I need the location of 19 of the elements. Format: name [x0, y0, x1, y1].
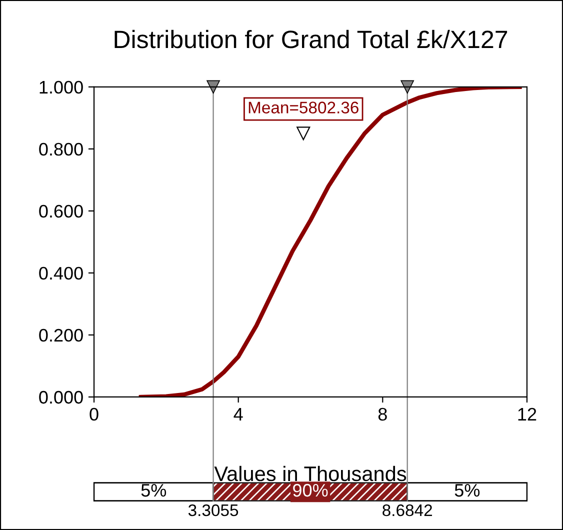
text: 5% — [141, 484, 166, 497]
x-tick-label: 4 — [234, 408, 243, 420]
ref-line-label: 8.6842 — [382, 504, 432, 516]
y-tick-label: 0.000 — [39, 390, 83, 404]
text: 90% — [293, 484, 328, 497]
x-tick-label: 0 — [90, 408, 98, 421]
y-tick-label: 0.200 — [39, 328, 83, 342]
y-tick-label: 0.400 — [39, 266, 83, 280]
line-series — [138, 86, 522, 397]
y-tick-label: 0.800 — [39, 142, 83, 156]
ref-line-label: 3.3055 — [188, 504, 238, 516]
chart-title: Distribution for Grand Total £k/X127 — [114, 30, 508, 48]
x-tick-label: 12 — [518, 408, 536, 420]
annotation: Mean=5802.36 — [248, 102, 358, 114]
text: 5% — [454, 484, 480, 497]
x-axis-title: Values in Thousands — [214, 466, 406, 482]
y-tick-label: 1.000 — [40, 80, 83, 94]
x-tick-label: 8 — [378, 408, 387, 421]
y-tick-label: 0.600 — [39, 204, 83, 218]
